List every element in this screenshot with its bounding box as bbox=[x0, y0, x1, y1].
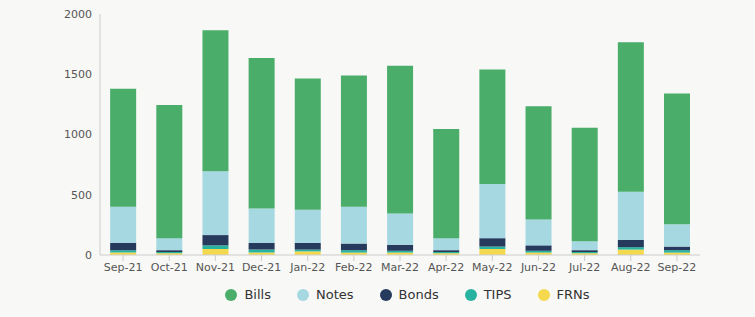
svg-text:Nov-21: Nov-21 bbox=[196, 261, 235, 274]
svg-text:Jun-22: Jun-22 bbox=[520, 261, 556, 274]
svg-text:Aug-22: Aug-22 bbox=[611, 261, 650, 274]
svg-text:Mar-22: Mar-22 bbox=[381, 261, 419, 274]
svg-text:Jul-22: Jul-22 bbox=[568, 261, 600, 274]
svg-text:Dec-21: Dec-21 bbox=[242, 261, 281, 274]
svg-text:2000: 2000 bbox=[64, 8, 92, 21]
html-text:FRNs: FRNs bbox=[556, 287, 590, 302]
svg-text:Sep-21: Sep-21 bbox=[104, 261, 143, 274]
svg-text:0: 0 bbox=[85, 249, 92, 262]
svg-text:1500: 1500 bbox=[64, 68, 92, 81]
svg-text:Jan-22: Jan-22 bbox=[289, 261, 325, 274]
svg-text:1000: 1000 bbox=[64, 128, 92, 141]
html-text:TIPS: TIPS bbox=[483, 287, 512, 302]
svg-text:May-22: May-22 bbox=[472, 261, 513, 274]
svg-text:500: 500 bbox=[71, 189, 92, 202]
svg-text:Feb-22: Feb-22 bbox=[335, 261, 372, 274]
html-text:Bonds: Bonds bbox=[398, 287, 439, 302]
html-text:Bills: Bills bbox=[244, 287, 271, 302]
svg-text:Apr-22: Apr-22 bbox=[428, 261, 464, 274]
svg-text:Sep-22: Sep-22 bbox=[658, 261, 697, 274]
svg-text:Oct-21: Oct-21 bbox=[151, 261, 188, 274]
html-text:Notes: Notes bbox=[316, 287, 354, 302]
